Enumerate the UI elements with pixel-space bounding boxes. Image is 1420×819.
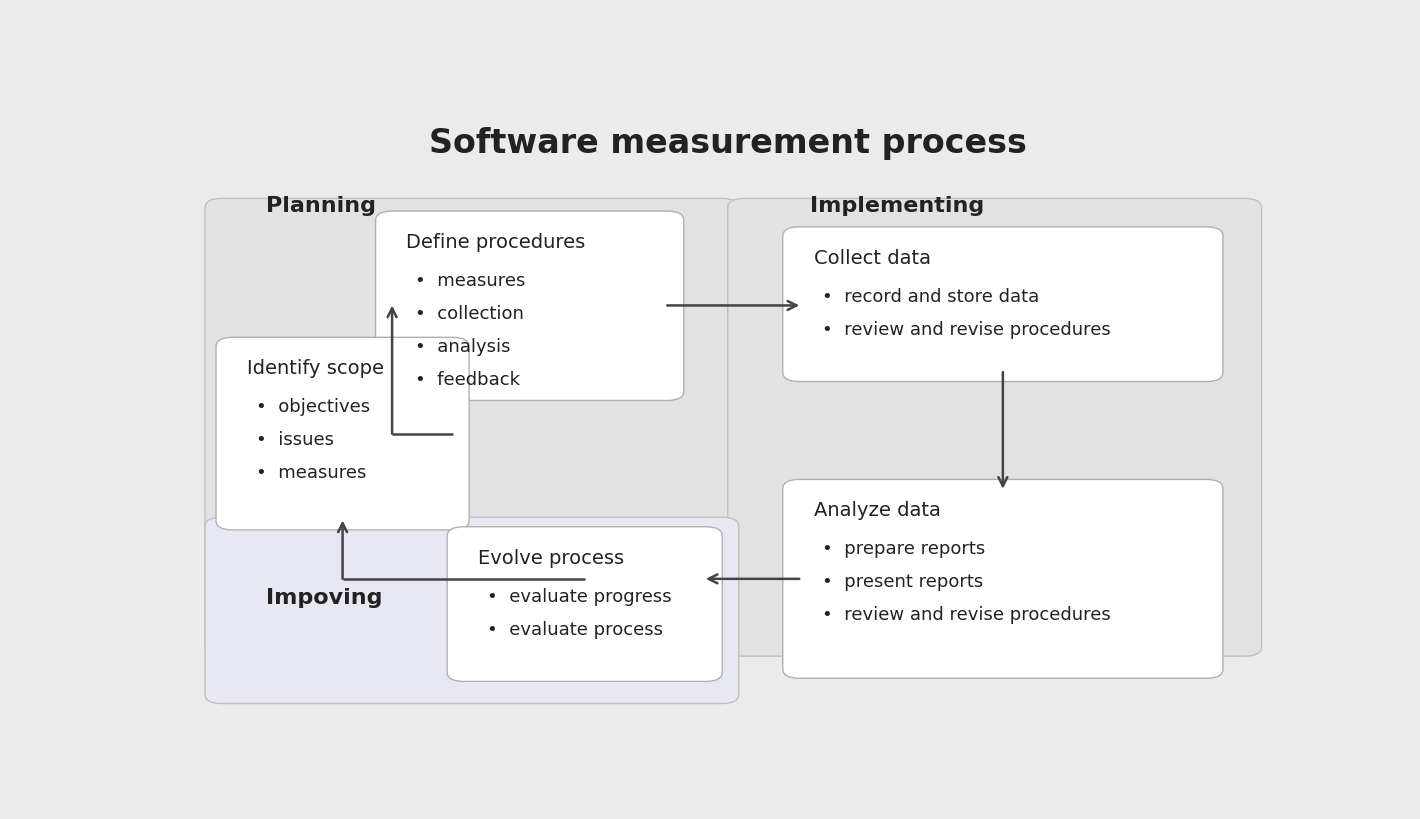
Text: •  objectives: • objectives xyxy=(256,398,369,416)
Text: Planning: Planning xyxy=(266,196,375,216)
FancyBboxPatch shape xyxy=(204,518,738,704)
Text: Identify scope: Identify scope xyxy=(247,359,383,378)
FancyBboxPatch shape xyxy=(216,338,469,530)
Text: Software measurement process: Software measurement process xyxy=(429,127,1027,160)
Text: •  prepare reports: • prepare reports xyxy=(822,540,985,558)
FancyBboxPatch shape xyxy=(782,480,1223,678)
Text: •  issues: • issues xyxy=(256,431,334,449)
Text: •  record and store data: • record and store data xyxy=(822,287,1039,305)
Text: Impoving: Impoving xyxy=(266,587,382,607)
FancyBboxPatch shape xyxy=(375,212,684,401)
Text: Implementing: Implementing xyxy=(811,196,984,216)
FancyBboxPatch shape xyxy=(728,199,1261,656)
Text: Evolve process: Evolve process xyxy=(479,548,623,567)
FancyBboxPatch shape xyxy=(204,199,738,656)
Text: Analyze data: Analyze data xyxy=(814,500,940,519)
Text: •  measures: • measures xyxy=(415,272,525,290)
Text: Define procedures: Define procedures xyxy=(406,233,585,251)
Text: •  review and revise procedures: • review and revise procedures xyxy=(822,605,1110,623)
Text: •  feedback: • feedback xyxy=(415,370,520,388)
Text: •  evaluate process: • evaluate process xyxy=(487,620,663,638)
FancyBboxPatch shape xyxy=(782,228,1223,382)
FancyBboxPatch shape xyxy=(447,527,723,681)
Text: •  present reports: • present reports xyxy=(822,572,984,590)
Text: •  review and revise procedures: • review and revise procedures xyxy=(822,320,1110,338)
Text: •  measures: • measures xyxy=(256,464,366,482)
Text: •  evaluate progress: • evaluate progress xyxy=(487,587,672,605)
Text: Collect data: Collect data xyxy=(814,248,930,267)
Text: •  collection: • collection xyxy=(415,305,524,323)
Text: •  analysis: • analysis xyxy=(415,337,511,355)
